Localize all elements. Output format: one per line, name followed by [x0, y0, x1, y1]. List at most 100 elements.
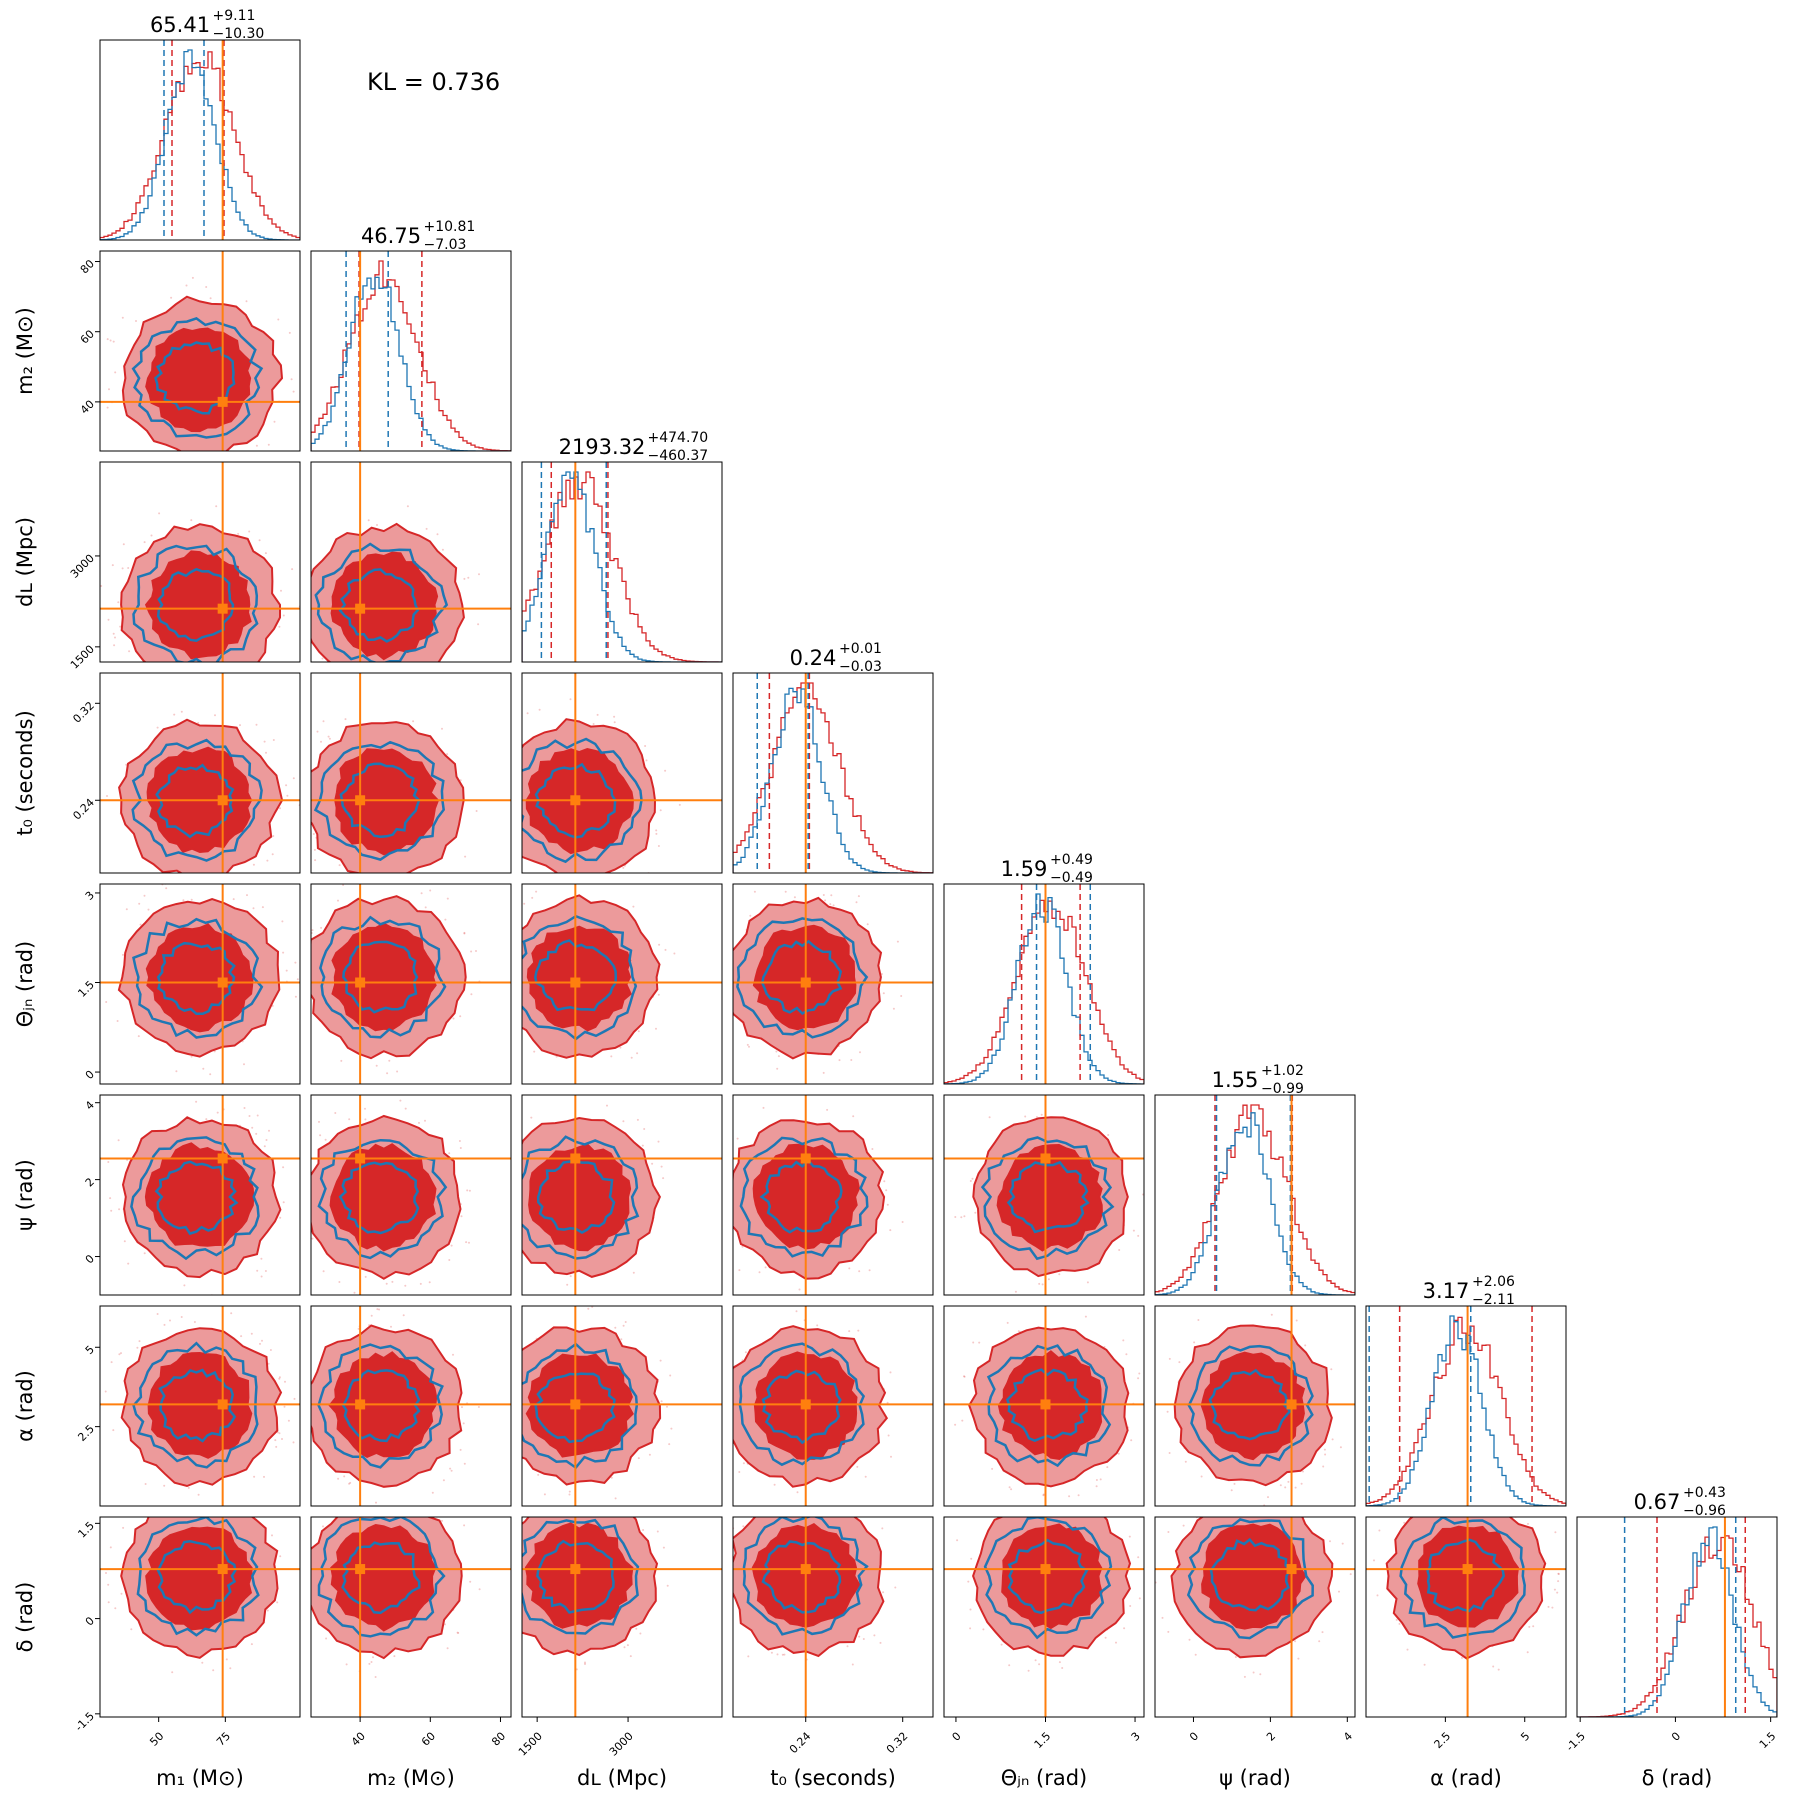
scatter-point [719, 1193, 721, 1195]
scatter-point [822, 894, 825, 896]
scatter-point [214, 714, 216, 717]
panel-frame [732, 1305, 934, 1507]
scatter-point [520, 1436, 522, 1438]
panel-theta_jn-vs-m1 [100, 884, 300, 1084]
scatter-point [300, 1392, 302, 1394]
scatter-point [322, 1525, 324, 1528]
scatter-point [195, 1100, 198, 1103]
panel-dL-vs-m2 [284, 462, 511, 698]
histogram-theta_jn [944, 884, 1144, 1084]
scatter-point [978, 1341, 981, 1344]
scatter-point [1084, 1315, 1087, 1318]
scatter-point [1014, 1290, 1017, 1293]
scatter-point [960, 1216, 963, 1219]
contour-outer-b [131, 317, 264, 439]
scatter-point [278, 1377, 281, 1380]
contour-outer-b [132, 917, 264, 1039]
scatter-point [165, 887, 168, 890]
scatter-point [639, 1632, 642, 1635]
scatter-point [163, 1484, 166, 1487]
contour-inner-b [341, 1541, 421, 1615]
scatter-point [312, 833, 315, 835]
truth-marker [800, 1399, 811, 1410]
scatter-point [201, 1502, 203, 1504]
scatter-point [475, 810, 478, 812]
scatter-point [477, 623, 480, 626]
scatter-point [264, 552, 267, 555]
scatter-point [237, 532, 240, 535]
scatter-point [190, 1055, 193, 1058]
scatter-point [584, 1663, 586, 1665]
scatter-point [517, 1012, 519, 1014]
scatter-point [519, 1129, 521, 1131]
scatter-point [1294, 1486, 1297, 1489]
scatter-point [382, 696, 384, 698]
scatter-point [1034, 1659, 1037, 1662]
scatter-point [858, 1635, 861, 1638]
scatter-point [963, 1375, 965, 1378]
scatter-point [1106, 1466, 1109, 1469]
scatter-point [728, 1539, 730, 1541]
scatter-point [1479, 1499, 1481, 1501]
histogram-delta [1577, 1517, 1777, 1717]
scatter-point [1318, 1640, 1321, 1643]
scatter-point [284, 619, 286, 621]
scatter-point [463, 577, 466, 580]
contour-inner-b [1006, 1160, 1090, 1234]
scatter-point [499, 1358, 501, 1360]
scatter-point [1194, 1653, 1197, 1656]
scatter-point [1234, 1656, 1237, 1658]
truth-marker [217, 1564, 228, 1575]
scatter-point [292, 390, 295, 393]
truth-marker [800, 977, 811, 988]
title-lower-error: −7.03 [424, 237, 467, 253]
contour-inner-b [1426, 1538, 1506, 1613]
scatter-point [1259, 1673, 1262, 1676]
scatter-point [584, 1661, 586, 1664]
scatter-point [866, 923, 869, 926]
contour-outer-b [130, 1136, 260, 1261]
scatter-point [668, 1443, 671, 1446]
scatter-point [970, 1557, 973, 1560]
scatter-point [967, 1580, 970, 1583]
scatter-point [183, 1284, 186, 1287]
scatter-point [147, 1502, 149, 1504]
scatter-point [452, 1017, 455, 1020]
scatter-point [327, 735, 330, 738]
scatter-point [156, 726, 159, 729]
scatter-point [273, 420, 276, 423]
scatter-point [1179, 1512, 1181, 1514]
scatter-point [344, 1500, 346, 1502]
scatter-point [509, 1419, 511, 1421]
scatter-point [378, 1308, 381, 1311]
scatter-point [477, 795, 479, 797]
scatter-point [385, 1282, 388, 1285]
scatter-point [1006, 1321, 1009, 1324]
scatter-point [1197, 1319, 1200, 1321]
contour-outer-b [980, 1136, 1115, 1261]
scatter-point [1132, 1229, 1135, 1232]
scatter-point [1047, 1278, 1050, 1281]
scatter-point [109, 1197, 112, 1200]
scatter-point [622, 1324, 625, 1327]
scatter-point [881, 1527, 884, 1530]
scatter-point [342, 665, 344, 667]
scatter-point [282, 614, 285, 617]
scatter-point [478, 1588, 481, 1591]
scatter-point [569, 1275, 572, 1278]
scatter-point [892, 1007, 895, 1010]
scatter-point [305, 1040, 307, 1042]
scatter-point [1125, 1353, 1128, 1356]
scatter-point [610, 1055, 613, 1058]
scatter-point [213, 690, 215, 692]
scatter-point [209, 1073, 212, 1076]
histogram-title-delta: 0.67 [1634, 1490, 1681, 1514]
scatter-point [144, 1483, 147, 1485]
scatter-point [318, 1120, 320, 1123]
scatter-point [963, 1375, 966, 1378]
scatter-point [261, 1339, 263, 1342]
scatter-point [1233, 1482, 1236, 1485]
scatter-point [636, 1052, 639, 1055]
scatter-point [370, 1314, 373, 1317]
scatter-point [203, 1510, 205, 1512]
